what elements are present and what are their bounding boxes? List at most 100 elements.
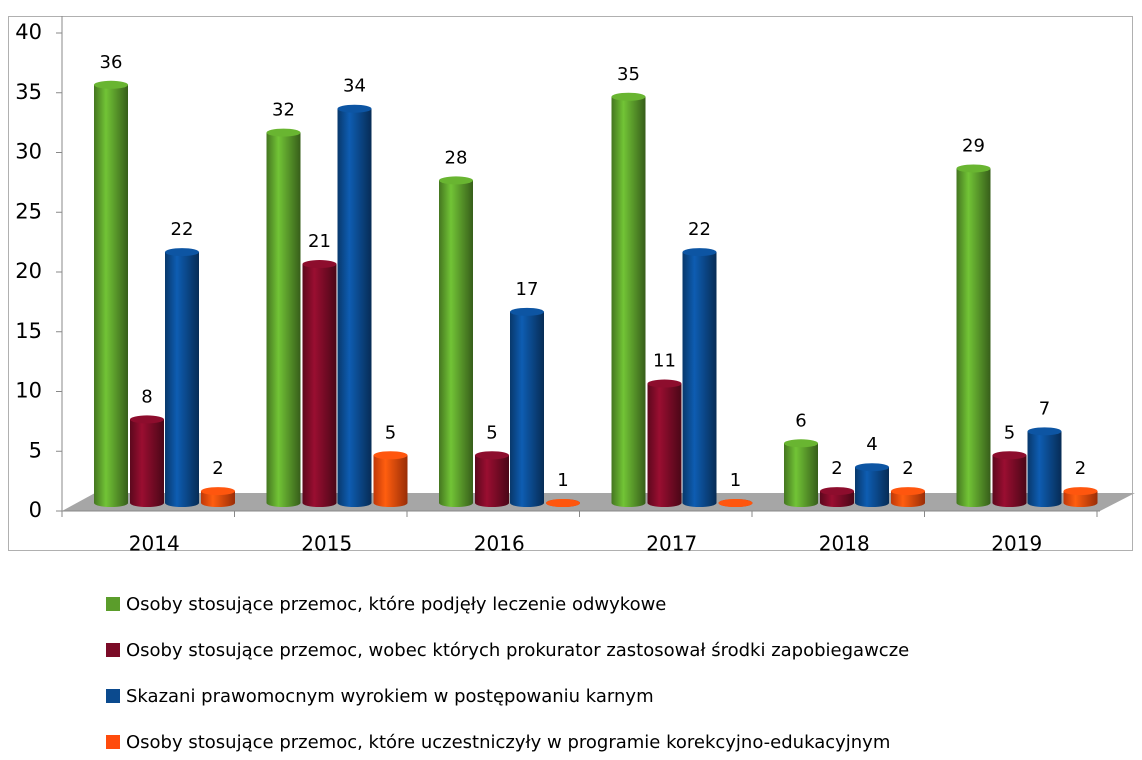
bar-bottom [611,499,646,507]
value-label: 17 [516,279,539,300]
value-label: 1 [557,470,568,491]
bar-top [891,487,925,496]
bar [94,84,128,504]
bar-bottom [682,499,717,507]
bar [611,96,646,503]
bar-top [94,80,128,89]
value-label: 11 [653,351,676,372]
bar-top [1027,427,1062,436]
value-label: 6 [795,410,806,431]
bar-top [302,260,337,269]
bar [201,491,235,503]
value-label: 28 [445,147,468,168]
value-label: 2 [831,458,842,479]
bar-bottom [302,499,337,507]
bar [682,252,717,503]
y-tick-label: 0 [29,498,42,522]
value-label: 2 [1075,458,1086,479]
legend-swatch [106,597,120,611]
bar [373,455,408,503]
bar [1063,491,1098,503]
y-tick-label: 35 [15,80,42,104]
x-tick-label: 2016 [474,532,525,556]
y-tick-label: 5 [29,438,42,462]
bar-top [855,463,889,472]
value-label: 5 [385,422,396,443]
value-label: 21 [308,231,331,252]
legend-label: Osoby stosujące przemoc, wobec których p… [126,640,909,661]
bar-bottom [956,499,991,507]
bar-top [1063,487,1098,496]
bar [1027,431,1062,503]
legend-label: Osoby stosujące przemoc, które podjęły l… [126,594,666,615]
bar-bottom [1027,499,1062,507]
bar-top [165,248,199,257]
chart-frame [8,16,1133,551]
bar-bottom [266,499,301,507]
bar-bottom [855,499,889,507]
bar-top [439,176,473,185]
bar-top [611,92,646,101]
bar-top [510,307,544,316]
bar-top [546,499,580,508]
bar [337,108,372,503]
bar [510,311,544,503]
bar-bottom [201,499,235,507]
bar-top [201,487,235,496]
y-tick-label: 30 [15,140,42,164]
value-label: 34 [343,76,366,97]
value-label: 7 [1039,398,1050,419]
y-tick-label: 40 [15,20,42,44]
bar-top [992,451,1027,460]
bar-bottom [992,499,1027,507]
bar-bottom [373,499,408,507]
bar-bottom [94,499,128,507]
value-label: 5 [1004,422,1015,443]
bar-top [266,128,301,137]
value-label: 5 [486,422,497,443]
value-label: 8 [141,386,152,407]
value-label: 2 [902,458,913,479]
y-tick-label: 15 [15,319,42,343]
bar-bottom [510,499,544,507]
legend-label: Skazani prawomocnym wyrokiem w postępowa… [126,686,654,707]
bar [165,252,199,503]
bar [266,132,301,503]
bar [302,264,337,503]
bar-bottom [337,499,372,507]
bar-top [784,439,818,448]
bar-bottom [784,499,818,507]
value-label: 1 [730,470,741,491]
bar-top [956,164,991,173]
value-label: 36 [100,52,123,73]
value-label: 29 [962,135,985,156]
x-tick-label: 2015 [301,532,352,556]
x-tick-label: 2017 [646,532,697,556]
bar-bottom [130,499,164,507]
legend-label: Osoby stosujące przemoc, które uczestnic… [126,732,890,753]
bar-top [718,499,753,508]
bar-top [373,451,408,460]
bar [820,491,854,503]
bar [891,491,925,503]
legend-swatch [106,689,120,703]
value-label: 32 [272,100,295,121]
value-label: 22 [688,219,711,240]
bar [439,180,473,503]
legend-swatch [106,735,120,749]
x-tick-label: 2019 [991,532,1042,556]
bar-top [647,379,682,388]
bar [992,455,1027,503]
bar [130,419,164,503]
bar-bottom [1063,499,1098,507]
bar-top [820,487,854,496]
bar-bottom [891,499,925,507]
bar-bottom [647,499,682,507]
bar-top [130,415,164,424]
y-tick-label: 20 [15,259,42,283]
value-label: 2 [212,458,223,479]
bar-top [337,104,372,113]
bar-bottom [475,499,509,507]
value-label: 35 [617,64,640,85]
